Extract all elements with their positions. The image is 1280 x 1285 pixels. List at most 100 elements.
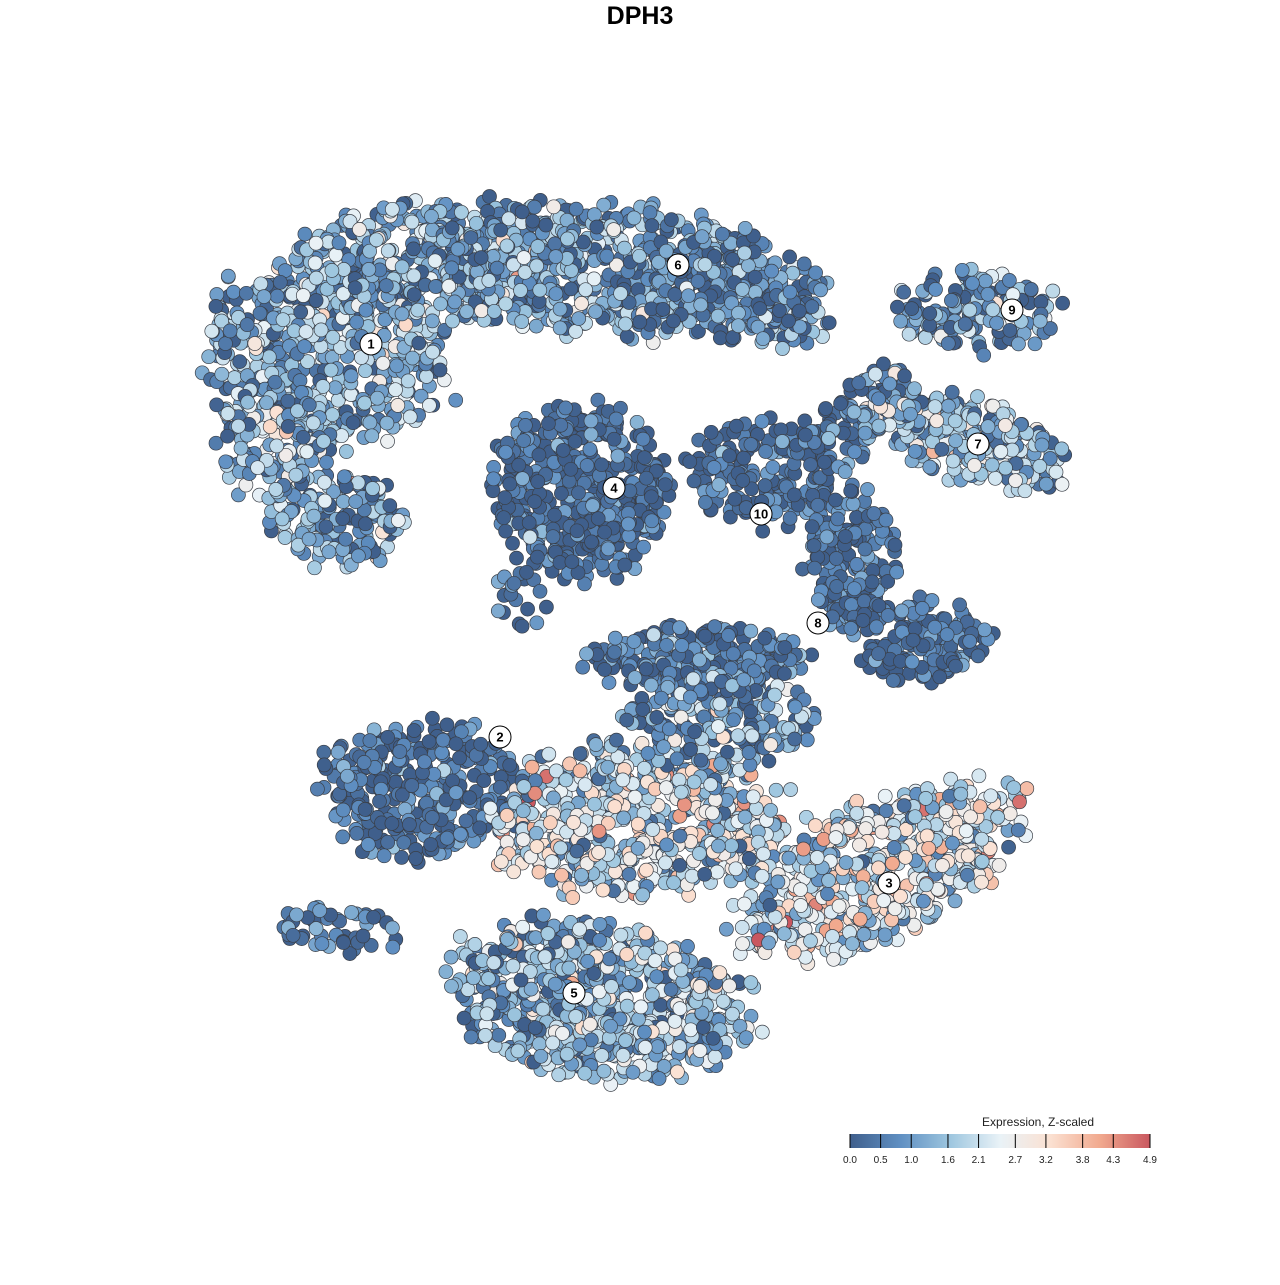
cell-point xyxy=(297,226,313,242)
cell-point xyxy=(657,477,673,493)
cell-point xyxy=(1002,322,1018,338)
cell-point xyxy=(947,893,963,909)
cell-point xyxy=(427,253,443,269)
cell-point xyxy=(473,250,489,265)
cell-point xyxy=(558,400,573,416)
cell-point xyxy=(954,262,970,278)
cell-point xyxy=(944,293,959,308)
cell-point xyxy=(782,284,798,300)
cell-point xyxy=(498,296,514,312)
cell-point xyxy=(928,282,943,297)
cell-point xyxy=(571,485,586,501)
cell-point xyxy=(706,460,722,475)
cell-point xyxy=(541,746,557,762)
cell-point xyxy=(406,268,422,284)
cell-point xyxy=(574,296,589,311)
cell-point xyxy=(277,530,293,545)
cell-point xyxy=(444,260,460,276)
cell-point xyxy=(980,286,996,302)
cell-point xyxy=(295,288,311,303)
cell-point xyxy=(554,486,569,501)
cell-point xyxy=(317,474,332,490)
cell-point xyxy=(338,531,353,547)
cell-point xyxy=(331,235,347,251)
cell-point xyxy=(922,305,938,321)
cell-point xyxy=(922,459,938,475)
cell-point xyxy=(977,622,992,638)
cell-point xyxy=(380,433,395,449)
cell-point xyxy=(642,205,658,220)
cell-point xyxy=(798,427,813,443)
cell-point xyxy=(541,416,556,431)
cell-point xyxy=(600,541,616,557)
cell-point xyxy=(337,469,352,485)
cell-point xyxy=(694,229,710,245)
cell-point xyxy=(499,808,515,823)
cell-point xyxy=(659,637,674,653)
cell-point xyxy=(463,230,479,245)
cell-point xyxy=(672,828,688,844)
cell-point xyxy=(1032,313,1048,329)
cell-point xyxy=(616,810,631,826)
cell-point xyxy=(405,350,420,366)
cell-point xyxy=(220,406,236,421)
cell-point xyxy=(887,537,903,553)
cell-point xyxy=(385,920,400,936)
cell-point xyxy=(645,822,661,837)
cell-point xyxy=(607,630,623,646)
cell-point xyxy=(312,903,328,918)
cell-point xyxy=(482,800,498,816)
cell-point xyxy=(635,431,651,447)
cell-point xyxy=(344,905,359,920)
cell-point xyxy=(327,380,343,396)
cell-point xyxy=(600,759,616,775)
cell-point xyxy=(577,777,593,793)
cell-point xyxy=(502,757,518,773)
cell-point xyxy=(518,418,533,433)
cell-point xyxy=(347,280,363,296)
cell-point xyxy=(462,790,477,805)
cell-point xyxy=(547,507,562,523)
cell-point xyxy=(569,523,585,539)
cell-point xyxy=(754,413,770,429)
cell-point xyxy=(328,247,344,263)
cell-point xyxy=(860,482,875,497)
cell-point xyxy=(1054,441,1070,457)
cell-point xyxy=(424,313,440,329)
cell-point xyxy=(496,510,512,526)
cell-point xyxy=(579,646,594,662)
cell-point xyxy=(856,593,872,609)
cell-point xyxy=(929,413,945,429)
cell-point xyxy=(240,394,256,410)
cell-point xyxy=(941,398,956,414)
cell-point xyxy=(238,285,254,301)
cell-point xyxy=(940,336,956,351)
cell-point xyxy=(597,662,612,677)
cell-point xyxy=(752,301,768,316)
cell-point xyxy=(295,429,311,445)
cell-point xyxy=(352,222,367,237)
cell-point xyxy=(552,301,568,317)
cell-point xyxy=(743,623,759,639)
cell-point xyxy=(901,326,917,342)
cell-point xyxy=(553,417,569,433)
cell-point xyxy=(587,796,602,812)
cell-point xyxy=(677,797,692,813)
cell-point xyxy=(454,204,469,220)
cell-point xyxy=(741,851,757,867)
cell-point xyxy=(308,270,324,286)
cell-point xyxy=(220,268,236,284)
cell-point xyxy=(406,241,421,257)
cell-point xyxy=(768,782,784,798)
cell-point xyxy=(434,745,450,760)
cell-point xyxy=(546,790,561,806)
cell-point xyxy=(588,737,604,752)
cell-point xyxy=(564,554,580,570)
cell-point xyxy=(730,318,746,334)
cell-point xyxy=(498,523,513,539)
cell-point xyxy=(585,498,600,513)
cell-point xyxy=(422,398,437,413)
cell-point xyxy=(610,448,626,464)
cell-point xyxy=(569,843,585,859)
cell-point xyxy=(380,729,395,745)
